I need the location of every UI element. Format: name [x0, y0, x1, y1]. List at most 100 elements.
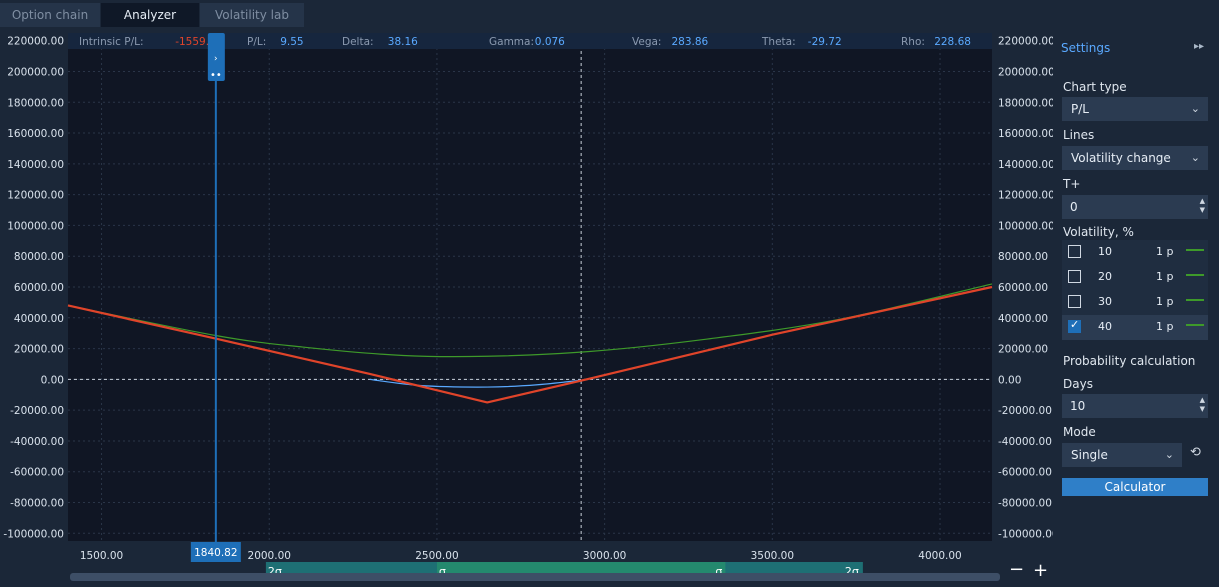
y-tick-label-right: 60000.00 [998, 282, 1048, 294]
mode-select[interactable]: Single ⌄ [1062, 443, 1182, 467]
tab-volatility-lab[interactable]: Volatility lab [200, 3, 304, 27]
cursor-value-label: 1840.82 [194, 547, 237, 559]
greek-value: 9.55 [280, 36, 303, 48]
greek-label: P/L: [247, 36, 266, 48]
y-tick-label-left: 220000.00 [7, 36, 64, 48]
mode-value: Single [1071, 448, 1108, 462]
volatility-row[interactable]: 40 1 p [1062, 315, 1208, 340]
greek-value: 228.68 [934, 36, 971, 48]
checkbox-checked[interactable] [1068, 318, 1081, 333]
line-width: 1 p [1156, 245, 1174, 258]
chart-type-label: Chart type [1063, 80, 1127, 94]
line-color-swatch[interactable] [1186, 249, 1204, 251]
y-tick-label-right: 0.00 [998, 374, 1021, 386]
mode-label: Mode [1063, 425, 1096, 439]
tplus-value: 0 [1070, 200, 1078, 214]
x-tick-label: 4000.00 [918, 550, 961, 562]
chart-canvas[interactable]: 220000.00 220000.00 200000.00 200000.00 1800… [3, 31, 1053, 587]
y-tick-label-right: 180000.00 [998, 97, 1053, 109]
y-tick-label-left: 180000.00 [7, 97, 64, 109]
x-tick-label: 1500.00 [80, 550, 123, 562]
drag-icon: •• [210, 70, 222, 81]
y-tick-label-right: -20000.00 [998, 405, 1052, 417]
greeks-bar [68, 33, 992, 49]
greek-label: Vega: [632, 36, 661, 48]
y-tick-label-right: 20000.00 [998, 344, 1048, 356]
stepper-arrows-icon[interactable]: ▲ ▼ [1199, 197, 1205, 214]
lines-select[interactable]: Volatility change ⌄ [1062, 146, 1208, 170]
y-tick-label-right: 120000.00 [998, 190, 1053, 202]
line-color-swatch[interactable] [1186, 274, 1204, 276]
lines-value: Volatility change [1071, 151, 1171, 165]
y-tick-label-left: 80000.00 [14, 251, 64, 263]
stepper-arrows-icon[interactable]: ▲ ▼ [1199, 396, 1205, 413]
greek-label: Theta: [761, 36, 796, 48]
y-tick-label-left: 40000.00 [14, 313, 64, 325]
line-color-swatch[interactable] [1186, 324, 1204, 326]
y-tick-label-right: -80000.00 [998, 498, 1052, 510]
x-tick-label: 3500.00 [751, 550, 794, 562]
y-tick-label-right: -100000.00 [998, 528, 1053, 540]
y-tick-label-right: 40000.00 [998, 313, 1048, 325]
tab-bar: Option chain Analyzer Volatility lab [0, 0, 1219, 27]
greek-label: Delta: [342, 36, 374, 48]
chart-type-value: P/L [1071, 102, 1089, 116]
greek-label: Rho: [901, 36, 925, 48]
tab-option-chain[interactable]: Option chain [0, 3, 100, 27]
lines-label: Lines [1063, 128, 1095, 142]
y-tick-label-left: 20000.00 [14, 344, 64, 356]
cursor-handle[interactable] [207, 33, 225, 81]
y-tick-label-right: 160000.00 [998, 128, 1053, 140]
y-tick-label-left: -60000.00 [10, 467, 64, 479]
collapse-panel-icon[interactable]: ▸▸ [1194, 41, 1205, 52]
settings-panel: Settings ▸▸ Chart type P/L ⌄ Lines Volat… [1058, 31, 1219, 587]
y-tick-label-right: 220000.00 [998, 36, 1053, 48]
y-tick-label-left: -80000.00 [10, 498, 64, 510]
tplus-label: T+ [1063, 177, 1081, 191]
chevron-down-icon: ⌄ [1190, 151, 1200, 164]
y-tick-label-left: 140000.00 [7, 159, 64, 171]
tab-analyzer[interactable]: Analyzer [101, 3, 199, 27]
chevron-down-icon: ⌄ [1190, 102, 1200, 115]
volatility-row[interactable]: 30 1 p [1062, 290, 1208, 315]
greek-value: 283.86 [672, 36, 709, 48]
calculator-button[interactable]: Calculator [1062, 478, 1208, 496]
y-tick-label-left: 100000.00 [7, 220, 64, 232]
refresh-icon[interactable]: ⟲ [1190, 445, 1201, 460]
checkbox[interactable] [1068, 270, 1081, 283]
y-tick-label-left: 160000.00 [7, 128, 64, 140]
line-color-swatch[interactable] [1186, 299, 1204, 301]
line-width: 1 p [1156, 270, 1174, 283]
greek-label: Gamma: [489, 36, 534, 48]
volatility-row[interactable]: 20 1 p [1062, 265, 1208, 290]
days-value: 10 [1070, 399, 1086, 413]
checkbox[interactable] [1068, 295, 1081, 308]
y-tick-label-right: -40000.00 [998, 436, 1052, 448]
y-tick-label-left: -20000.00 [10, 405, 64, 417]
volatility-value: 10 [1098, 245, 1112, 258]
days-label: Days [1063, 377, 1093, 391]
y-tick-label-left: -40000.00 [10, 436, 64, 448]
line-width: 1 p [1156, 320, 1174, 333]
chevron-down-icon: ⌄ [1164, 448, 1174, 461]
x-tick-label: 3000.00 [583, 550, 626, 562]
volatility-label: Volatility, % [1063, 225, 1134, 239]
line-width: 1 p [1156, 295, 1174, 308]
greek-label: Intrinsic P/L: [79, 36, 144, 48]
y-tick-label-left: 60000.00 [14, 282, 64, 294]
greek-value: 38.16 [388, 36, 418, 48]
greek-value: -29.72 [808, 36, 842, 48]
horizontal-scrollbar[interactable] [70, 573, 1000, 581]
volatility-value: 20 [1098, 270, 1112, 283]
greek-value: 0.076 [535, 36, 565, 48]
y-tick-label-right: 200000.00 [998, 66, 1053, 78]
zoom-in-icon[interactable]: + [1033, 560, 1048, 581]
checkbox[interactable] [1068, 245, 1081, 258]
days-stepper[interactable]: 10 ▲ ▼ [1062, 394, 1208, 418]
volatility-row[interactable]: 10 1 p [1062, 240, 1208, 265]
sigma-label: σ [439, 565, 446, 578]
zoom-out-icon[interactable]: − [1009, 559, 1024, 580]
tplus-stepper[interactable]: 0 ▲ ▼ [1062, 195, 1208, 219]
chart-type-select[interactable]: P/L ⌄ [1062, 97, 1208, 121]
pl-chart[interactable]: 220000.00 220000.00 200000.00 200000.00 1800… [3, 31, 1053, 587]
